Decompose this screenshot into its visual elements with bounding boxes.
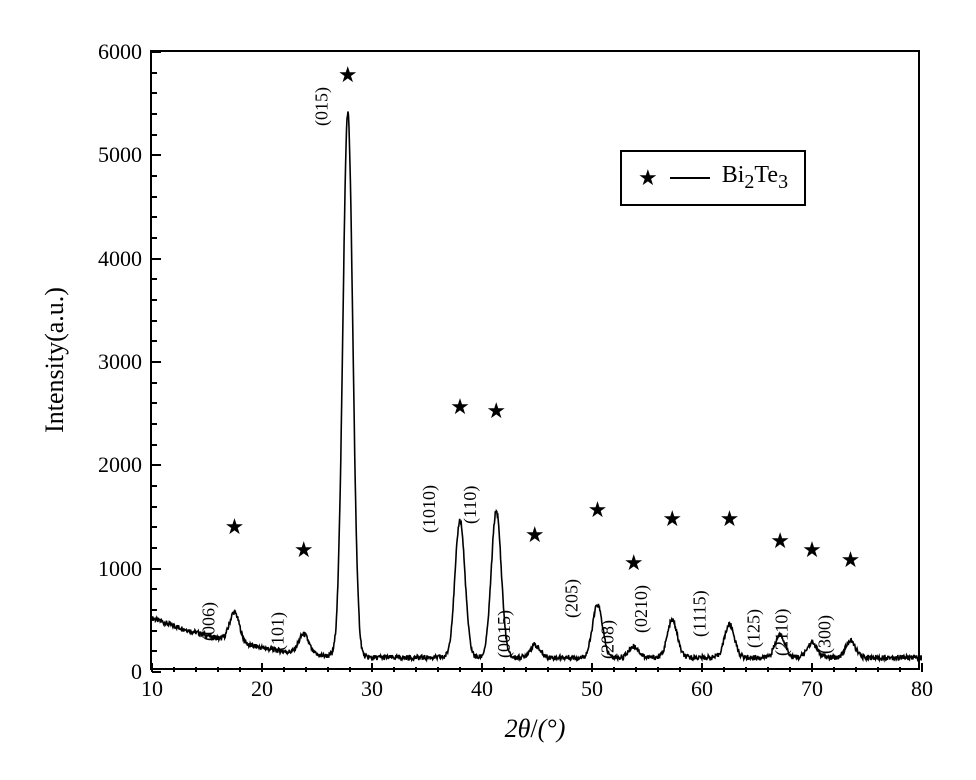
xtick-label: 50 <box>581 676 603 702</box>
peak-hkl-label: (125) <box>744 609 765 648</box>
legend: ★ Bi2Te3 <box>620 150 806 206</box>
peak-hkl-label: (006) <box>198 602 219 641</box>
ytick-label: 6000 <box>98 39 142 65</box>
ytick-label: 1000 <box>98 556 142 582</box>
ytick-label: 5000 <box>98 142 142 168</box>
peak-star-icon: ★ <box>525 524 545 546</box>
peak-hkl-label: (0210) <box>631 585 652 633</box>
y-axis-label: Intensity(a.u.) <box>40 287 70 433</box>
ytick-label: 4000 <box>98 246 142 272</box>
xtick-label: 70 <box>801 676 823 702</box>
ytick-label: 3000 <box>98 349 142 375</box>
peak-star-icon: ★ <box>588 499 608 521</box>
peak-star-icon: ★ <box>720 508 740 530</box>
plot-area: 0100020003000400050006000102030405060708… <box>150 50 920 670</box>
xtick-label: 20 <box>251 676 273 702</box>
peak-star-icon: ★ <box>225 516 245 538</box>
peak-star-icon: ★ <box>802 539 822 561</box>
peak-star-icon: ★ <box>338 64 358 86</box>
peak-hkl-label: (205) <box>561 579 582 618</box>
legend-line-icon <box>670 177 710 179</box>
ytick-label: 2000 <box>98 452 142 478</box>
peak-star-icon: ★ <box>486 400 506 422</box>
peak-hkl-label: (1115) <box>689 591 710 638</box>
legend-text: Bi2Te3 <box>722 162 788 194</box>
xtick-label: 30 <box>361 676 383 702</box>
peak-hkl-label: (2110) <box>771 609 792 656</box>
peak-star-icon: ★ <box>294 539 314 561</box>
peak-hkl-label: (015) <box>311 87 332 126</box>
xtick-label: 80 <box>911 676 933 702</box>
peak-hkl-label: (208) <box>597 620 618 659</box>
legend-star-icon: ★ <box>638 165 658 191</box>
x-axis-label: 2θ/(°) <box>505 714 566 744</box>
peak-star-icon: ★ <box>841 549 861 571</box>
peak-hkl-label: (0015) <box>494 610 515 658</box>
xtick-label: 60 <box>691 676 713 702</box>
xrd-figure: 0100020003000400050006000102030405060708… <box>0 0 976 780</box>
peak-hkl-label: (101) <box>267 612 288 651</box>
peak-hkl-label: (300) <box>814 615 835 654</box>
peak-star-icon: ★ <box>624 552 644 574</box>
peak-hkl-label: (1010) <box>419 485 440 533</box>
peak-star-icon: ★ <box>450 396 470 418</box>
peak-hkl-label: (110) <box>460 485 481 523</box>
peak-star-icon: ★ <box>770 530 790 552</box>
xtick-label: 40 <box>471 676 493 702</box>
xtick-label: 10 <box>141 676 163 702</box>
xrd-trace <box>152 52 922 672</box>
peak-star-icon: ★ <box>662 508 682 530</box>
